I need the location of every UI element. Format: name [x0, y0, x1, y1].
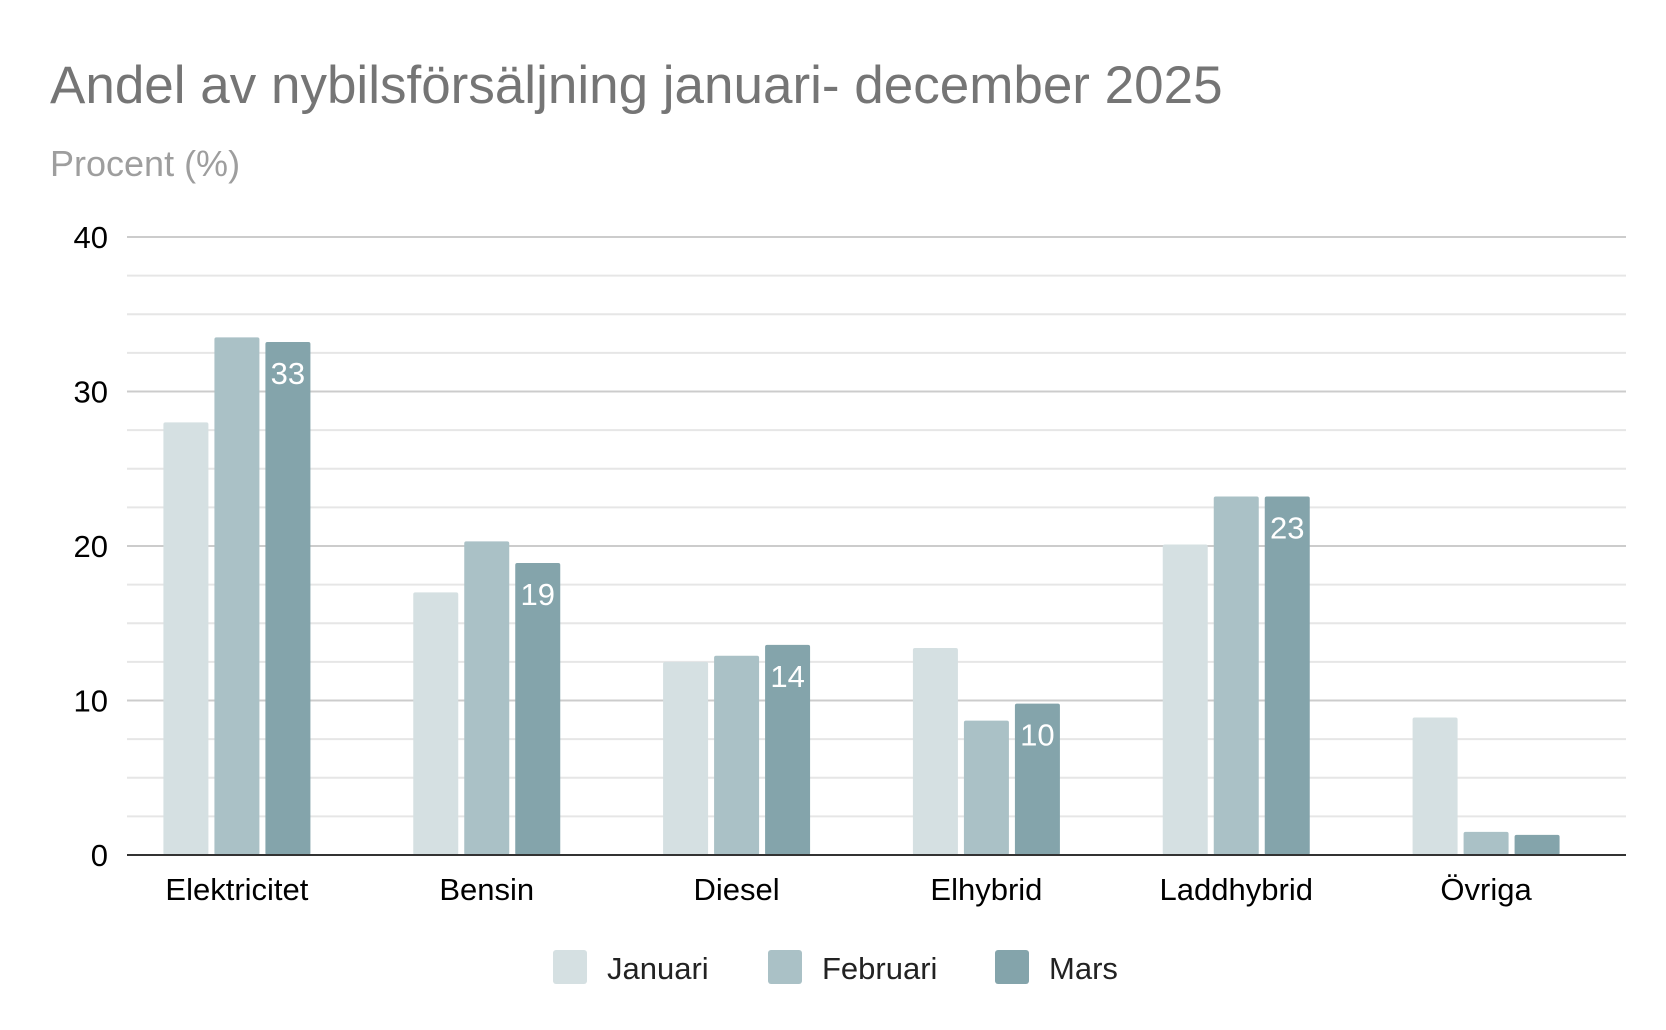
x-axis-ticks: Elektricitet Bensin Diesel Elhybrid Laddhybr…: [165, 872, 1532, 907]
bar-februari-2: [714, 655, 760, 855]
legend-swatch: [768, 950, 802, 984]
x-tick-label: Laddhybrid: [1160, 872, 1313, 907]
x-tick-label: Övriga: [1440, 872, 1532, 907]
bar-mars-5: [1514, 834, 1560, 855]
data-labels: 33 19 14 10 23: [271, 356, 1305, 753]
legend-label: Mars: [1049, 951, 1118, 986]
legend-swatch: [995, 950, 1029, 984]
x-tick-label: Elektricitet: [165, 872, 308, 907]
legend-item-mars[interactable]: Mars: [995, 950, 1118, 986]
bar-januari-3: [912, 647, 958, 855]
bar-mars-3: [1014, 703, 1060, 855]
y-tick-label: 20: [74, 529, 108, 564]
bar-januari-0: [163, 422, 209, 855]
bar-mars-2: [765, 644, 811, 855]
data-label: 19: [521, 577, 555, 612]
data-label: 33: [271, 356, 305, 391]
legend[interactable]: Januari Februari Mars: [553, 950, 1118, 986]
bar-januari-5: [1412, 717, 1458, 855]
y-tick-label: 10: [74, 684, 108, 719]
data-label: 23: [1270, 511, 1304, 546]
data-label: 10: [1020, 718, 1054, 753]
legend-item-februari[interactable]: Februari: [768, 950, 937, 986]
bar-januari-4: [1162, 544, 1208, 855]
legend-swatch: [553, 950, 587, 984]
bar-mars-4: [1264, 496, 1310, 855]
bar-februari-3: [963, 720, 1009, 855]
y-tick-label: 30: [74, 375, 108, 410]
legend-label: Januari: [607, 951, 709, 986]
legend-item-januari[interactable]: Januari: [553, 950, 709, 986]
y-tick-label: 40: [74, 220, 108, 255]
bar-februari-4: [1213, 496, 1259, 855]
bar-februari-1: [464, 541, 510, 855]
legend-label: Februari: [822, 951, 937, 986]
chart-title: Andel av nybilsförsäljning januari- dece…: [50, 56, 1223, 115]
bars: [163, 337, 1560, 855]
bar-januari-1: [413, 592, 459, 855]
x-tick-label: Bensin: [439, 872, 534, 907]
bar-februari-5: [1463, 831, 1509, 855]
x-tick-label: Elhybrid: [930, 872, 1042, 907]
gridlines: [127, 236, 1626, 818]
chart-subtitle: Procent (%): [50, 143, 240, 184]
bar-mars-1: [515, 562, 561, 855]
y-axis-ticks: 0 10 20 30 40: [74, 220, 108, 873]
x-tick-label: Diesel: [694, 872, 780, 907]
bar-februari-0: [214, 337, 260, 855]
bar-mars-0: [265, 342, 311, 855]
data-label: 14: [770, 659, 804, 694]
bar-januari-2: [663, 661, 709, 855]
y-tick-label: 0: [91, 838, 108, 873]
